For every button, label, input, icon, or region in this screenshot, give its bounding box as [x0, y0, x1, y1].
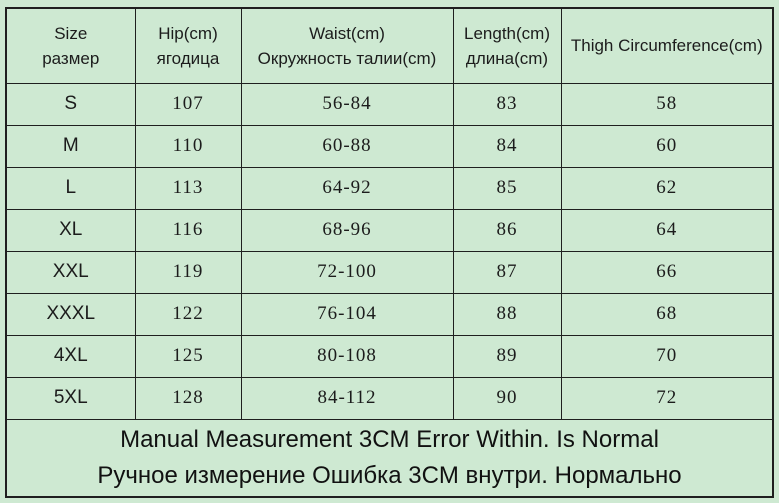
waist-cell: 80-108: [240, 334, 454, 378]
hip-cell: 122: [134, 292, 242, 336]
measurement-note: Manual Measurement 3CM Error Within. Is …: [5, 418, 774, 498]
size-cell: XXL: [5, 250, 136, 294]
size-cell: XL: [5, 208, 136, 252]
waist-cell: 76-104: [240, 292, 454, 336]
length-cell: 90: [452, 376, 562, 420]
length-cell: 86: [452, 208, 562, 252]
header-row: Size размер Hip(cm) ягодица Waist(cm) Ок…: [5, 7, 774, 84]
waist-cell: 84-112: [240, 376, 454, 420]
header-hip-en: Hip(cm): [158, 23, 218, 43]
column-header-size: Size размер: [5, 7, 136, 84]
hip-cell: 128: [134, 376, 242, 420]
length-cell: 83: [452, 82, 562, 126]
thigh-cell: 60: [560, 124, 774, 168]
thigh-cell: 72: [560, 376, 774, 420]
size-chart-table: Size размер Hip(cm) ягодица Waist(cm) Ок…: [5, 7, 774, 498]
size-cell: L: [5, 166, 136, 210]
header-waist-ru: Окружность талии(cm): [257, 48, 437, 68]
size-cell: S: [5, 82, 136, 126]
column-header-waist: Waist(cm) Окружность талии(cm): [240, 7, 454, 84]
thigh-cell: 70: [560, 334, 774, 378]
table-row-xxxl: XXXL 122 76-104 88 68: [5, 292, 774, 336]
size-cell: 5XL: [5, 376, 136, 420]
header-hip-ru: ягодица: [156, 48, 220, 68]
hip-cell: 125: [134, 334, 242, 378]
column-header-length: Length(cm) длина(cm): [452, 7, 562, 84]
table-row-4xl: 4XL 125 80-108 89 70: [5, 334, 774, 378]
table-row-xl: XL 116 68-96 86 64: [5, 208, 774, 252]
waist-cell: 72-100: [240, 250, 454, 294]
thigh-cell: 68: [560, 292, 774, 336]
thigh-cell: 66: [560, 250, 774, 294]
length-cell: 87: [452, 250, 562, 294]
header-thigh-en: Thigh Circumference(cm): [570, 36, 763, 56]
measurement-note-en: Manual Measurement 3CM Error Within. Is …: [120, 425, 659, 453]
waist-cell: 60-88: [240, 124, 454, 168]
length-cell: 84: [452, 124, 562, 168]
length-cell: 88: [452, 292, 562, 336]
hip-cell: 113: [134, 166, 242, 210]
header-length-en: Length(cm): [464, 23, 550, 43]
header-length-ru: длина(cm): [465, 48, 549, 68]
column-header-thigh: Thigh Circumference(cm): [560, 7, 774, 84]
hip-cell: 110: [134, 124, 242, 168]
table-row-xxl: XXL 119 72-100 87 66: [5, 250, 774, 294]
thigh-cell: 58: [560, 82, 774, 126]
table-row-l: L 113 64-92 85 62: [5, 166, 774, 210]
size-cell: XXXL: [5, 292, 136, 336]
waist-cell: 68-96: [240, 208, 454, 252]
hip-cell: 107: [134, 82, 242, 126]
header-size-ru: размер: [42, 48, 100, 68]
header-waist-en: Waist(cm): [309, 23, 385, 43]
length-cell: 89: [452, 334, 562, 378]
footer-row: Manual Measurement 3CM Error Within. Is …: [5, 418, 774, 498]
column-header-hip: Hip(cm) ягодица: [134, 7, 242, 84]
table-row-5xl: 5XL 128 84-112 90 72: [5, 376, 774, 420]
table-row-s: S 107 56-84 83 58: [5, 82, 774, 126]
thigh-cell: 62: [560, 166, 774, 210]
waist-cell: 64-92: [240, 166, 454, 210]
length-cell: 85: [452, 166, 562, 210]
waist-cell: 56-84: [240, 82, 454, 126]
size-cell: 4XL: [5, 334, 136, 378]
measurement-note-ru: Ручное измерение Ошибка 3CM внутри. Норм…: [97, 461, 682, 489]
thigh-cell: 64: [560, 208, 774, 252]
hip-cell: 116: [134, 208, 242, 252]
hip-cell: 119: [134, 250, 242, 294]
size-cell: M: [5, 124, 136, 168]
header-size-en: Size: [54, 23, 88, 43]
table-row-m: M 110 60-88 84 60: [5, 124, 774, 168]
